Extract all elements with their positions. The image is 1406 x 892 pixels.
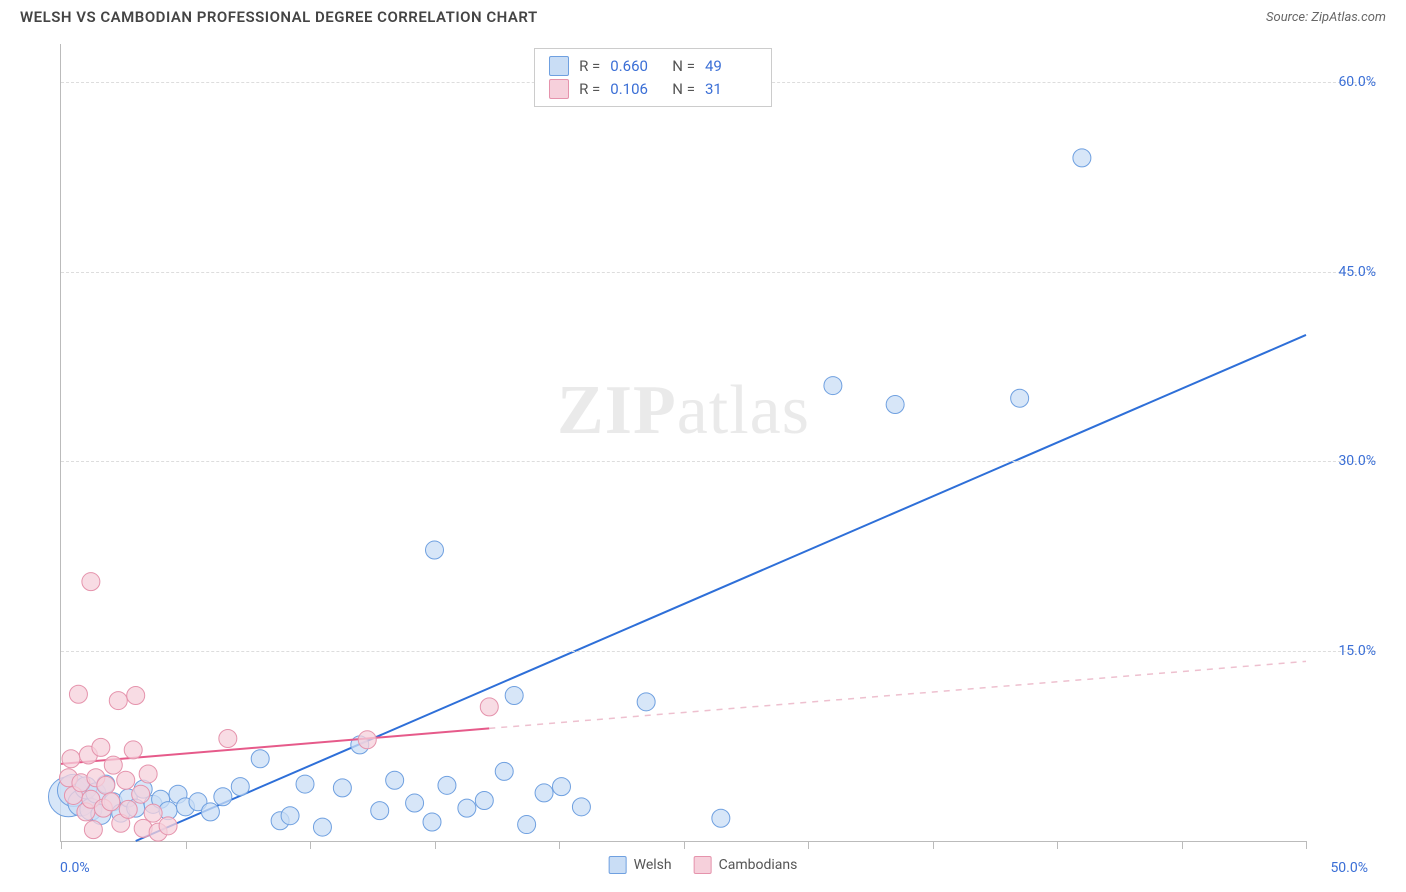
correlation-box: R = 0.660 N = 49 R = 0.106 N = 31 [534,48,772,107]
x-tick-mark [933,841,934,849]
n-key: N = [672,55,695,78]
source-label: Source: ZipAtlas.com [1266,10,1386,25]
plot-svg [61,44,1306,841]
r-value: 0.660 [610,55,662,78]
r-key: R = [579,55,600,78]
legend-label: Cambodians [719,857,798,873]
legend-item: Cambodians [694,856,798,874]
x-tick-mark [1182,841,1183,849]
gridline-h [61,461,1376,462]
x-tick-mark [1306,841,1307,849]
x-tick-mark [310,841,311,849]
plot-area: ZIPatlas 15.0%30.0%45.0%60.0%R =0.660N =… [60,44,1306,842]
legend-item: Welsh [609,856,672,874]
header: WELSH VS CAMBODIAN PROFESSIONAL DEGREE C… [0,0,1406,32]
x-axis-min-label: 0.0% [60,860,90,876]
gridline-h [61,651,1376,652]
y-tick-label: 60.0% [1316,74,1376,90]
y-tick-label: 30.0% [1316,453,1376,469]
x-tick-mark [435,841,436,849]
legend-swatch [694,856,712,874]
x-axis-max-label: 50.0% [1330,860,1368,876]
correlation-row: R = 0.660 N = 49 [549,55,757,78]
chart-container: Professional Degree ZIPatlas 15.0%30.0%4… [20,36,1386,882]
chart-title: WELSH VS CAMBODIAN PROFESSIONAL DEGREE C… [20,8,538,26]
y-tick-label: 45.0% [1316,264,1376,280]
n-value: 49 [705,55,757,78]
legend-label: Welsh [634,857,672,873]
x-tick-mark [684,841,685,849]
correlation-row: R = 0.106 N = 31 [549,78,757,101]
r-value: 0.106 [610,78,662,101]
x-tick-mark [61,841,62,849]
legend-swatch [609,856,627,874]
y-tick-label: 15.0% [1316,643,1376,659]
x-tick-mark [186,841,187,849]
r-key: R = [579,78,600,101]
legend: Welsh Cambodians [609,856,798,874]
x-tick-mark [1057,841,1058,849]
series-swatch [549,79,569,99]
n-key: N = [672,78,695,101]
gridline-h [61,272,1376,273]
x-tick-mark [559,841,560,849]
series-swatch [549,56,569,76]
n-value: 31 [705,78,757,101]
x-tick-mark [808,841,809,849]
